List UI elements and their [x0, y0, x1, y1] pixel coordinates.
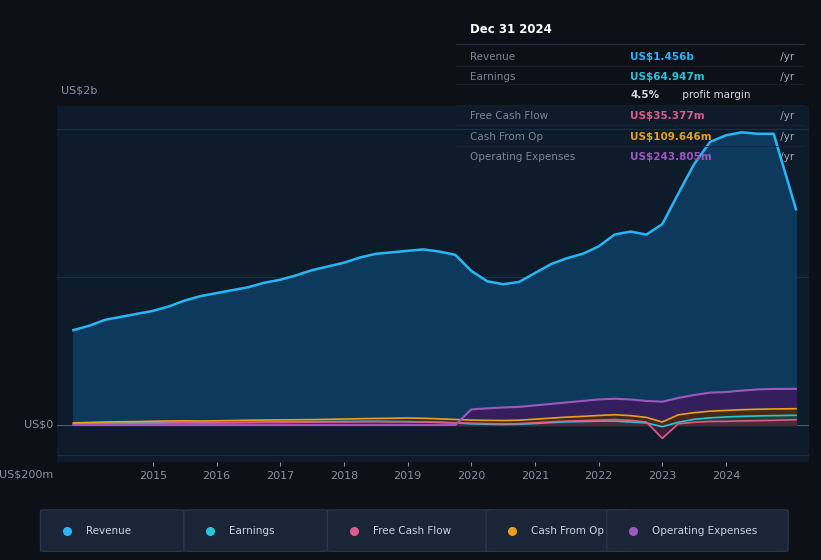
FancyBboxPatch shape: [184, 510, 328, 552]
Text: Operating Expenses: Operating Expenses: [470, 152, 575, 162]
Text: 4.5%: 4.5%: [631, 91, 659, 100]
FancyBboxPatch shape: [486, 510, 630, 552]
Text: US$2b: US$2b: [62, 86, 98, 96]
FancyBboxPatch shape: [328, 510, 493, 552]
Text: /yr: /yr: [777, 72, 794, 82]
Text: US$35.377m: US$35.377m: [631, 111, 704, 121]
Text: Cash From Op: Cash From Op: [470, 132, 543, 142]
Text: US$243.805m: US$243.805m: [631, 152, 712, 162]
FancyBboxPatch shape: [607, 510, 788, 552]
Text: Cash From Op: Cash From Op: [531, 526, 604, 535]
Text: /yr: /yr: [777, 132, 794, 142]
Text: Revenue: Revenue: [85, 526, 131, 535]
Text: Earnings: Earnings: [229, 526, 275, 535]
Text: Earnings: Earnings: [470, 72, 515, 82]
Text: profit margin: profit margin: [679, 91, 750, 100]
Text: US$0: US$0: [25, 420, 53, 430]
Text: /yr: /yr: [777, 152, 794, 162]
Text: US$64.947m: US$64.947m: [631, 72, 704, 82]
Text: Free Cash Flow: Free Cash Flow: [470, 111, 548, 121]
Text: Dec 31 2024: Dec 31 2024: [470, 23, 552, 36]
Text: US$109.646m: US$109.646m: [631, 132, 712, 142]
FancyBboxPatch shape: [40, 510, 184, 552]
Text: Free Cash Flow: Free Cash Flow: [373, 526, 451, 535]
Text: /yr: /yr: [777, 111, 794, 121]
Text: US$1.456b: US$1.456b: [631, 52, 694, 62]
Text: Operating Expenses: Operating Expenses: [652, 526, 758, 535]
Text: /yr: /yr: [777, 52, 794, 62]
Text: -US$200m: -US$200m: [0, 469, 53, 479]
Text: Revenue: Revenue: [470, 52, 515, 62]
